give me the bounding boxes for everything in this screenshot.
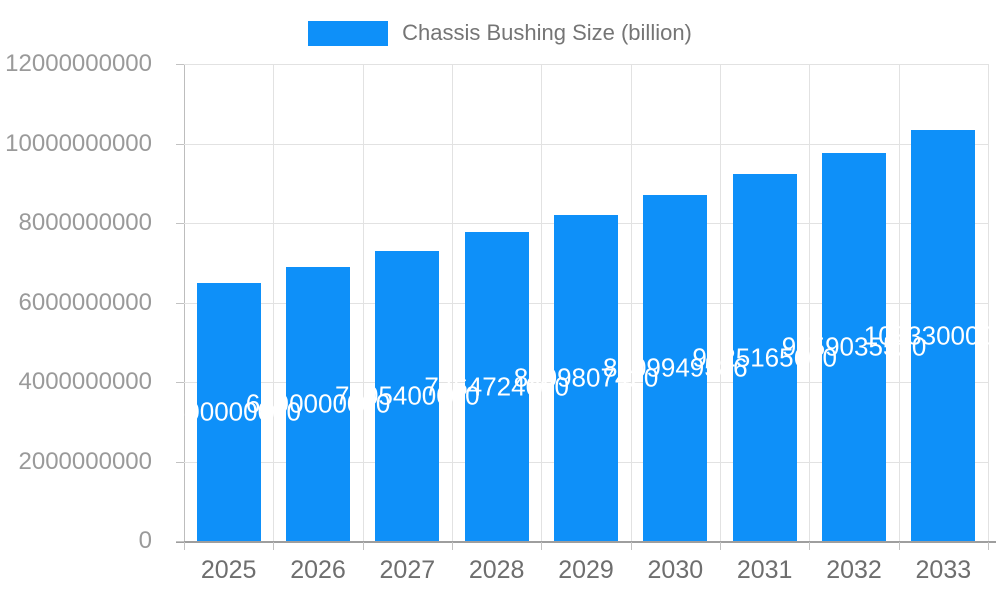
x-grid-line [809, 64, 811, 541]
y-tick-mark [176, 223, 184, 224]
y-axis-tick-label: 10000000000 [5, 129, 152, 157]
x-axis-tick-label: 2031 [736, 556, 793, 584]
bar-2028[interactable] [464, 232, 529, 541]
bar-2030[interactable] [643, 194, 708, 541]
x-axis-tick-label: 2029 [558, 556, 614, 584]
y-tick-mark [176, 143, 184, 145]
y-axis-tick-label: 8000000000 [18, 209, 152, 236]
y-axis-tick-label: 2000000000 [18, 447, 152, 475]
y-tick-mark [176, 382, 184, 383]
legend-swatch [308, 20, 389, 46]
x-tick-mark [988, 542, 989, 550]
y-tick-mark [176, 64, 184, 65]
bar-2029[interactable] [554, 214, 618, 541]
y-tick-mark [176, 461, 184, 463]
x-tick-mark [184, 542, 185, 550]
bar-2026[interactable] [286, 267, 350, 541]
y-grid-line [184, 143, 988, 145]
bar-2027[interactable] [375, 250, 440, 541]
legend-item[interactable]: Chassis Bushing Size (billion) [308, 20, 692, 46]
x-tick-mark [273, 542, 275, 550]
x-grid-line [273, 64, 275, 541]
y-tick-mark [176, 302, 184, 304]
x-tick-mark [809, 542, 811, 550]
x-tick-mark [898, 542, 900, 550]
legend: Chassis Bushing Size (billion) [0, 17, 1000, 49]
x-axis-tick-label: 2027 [379, 556, 436, 584]
x-axis-tick-label: 2026 [290, 556, 346, 584]
x-grid-line [541, 64, 543, 541]
y-tick-mark [176, 541, 184, 542]
plot-area: 0 2000000000 4000000000 6000000000 800000000… [5, 50, 1000, 554]
y-grid-line [184, 64, 988, 65]
legend-label: Chassis Bushing Size (billion) [402, 20, 692, 45]
x-grid-line [362, 64, 364, 541]
x-tick-mark [630, 542, 632, 550]
bar-2031[interactable] [732, 174, 797, 541]
x-axis-tick-label: 2025 [200, 556, 257, 584]
x-grid-line [898, 64, 900, 541]
x-axis-tick-label: 2028 [468, 556, 525, 584]
x-axis-tick-label: 2030 [647, 556, 704, 584]
y-axis-tick-label: 0 [138, 527, 152, 554]
x-grid-line [988, 64, 989, 541]
x-axis-line [176, 541, 996, 543]
bar-2032[interactable] [822, 153, 886, 541]
x-grid-line [720, 64, 721, 541]
y-axis-tick-label: 12000000000 [5, 50, 152, 77]
x-tick-mark [720, 542, 721, 550]
x-axis-tick-label: 2032 [826, 556, 882, 584]
x-grid-line [630, 64, 632, 541]
bar-2033[interactable] [911, 130, 976, 541]
bar-2025[interactable] [196, 282, 261, 541]
x-axis-tick-label: 2033 [915, 556, 972, 584]
x-tick-mark [541, 542, 543, 550]
x-grid-line [452, 64, 453, 541]
y-axis-tick-label: 6000000000 [18, 288, 152, 316]
x-tick-mark [452, 542, 453, 550]
y-axis-tick-label: 4000000000 [18, 368, 152, 395]
x-tick-mark [362, 542, 364, 550]
